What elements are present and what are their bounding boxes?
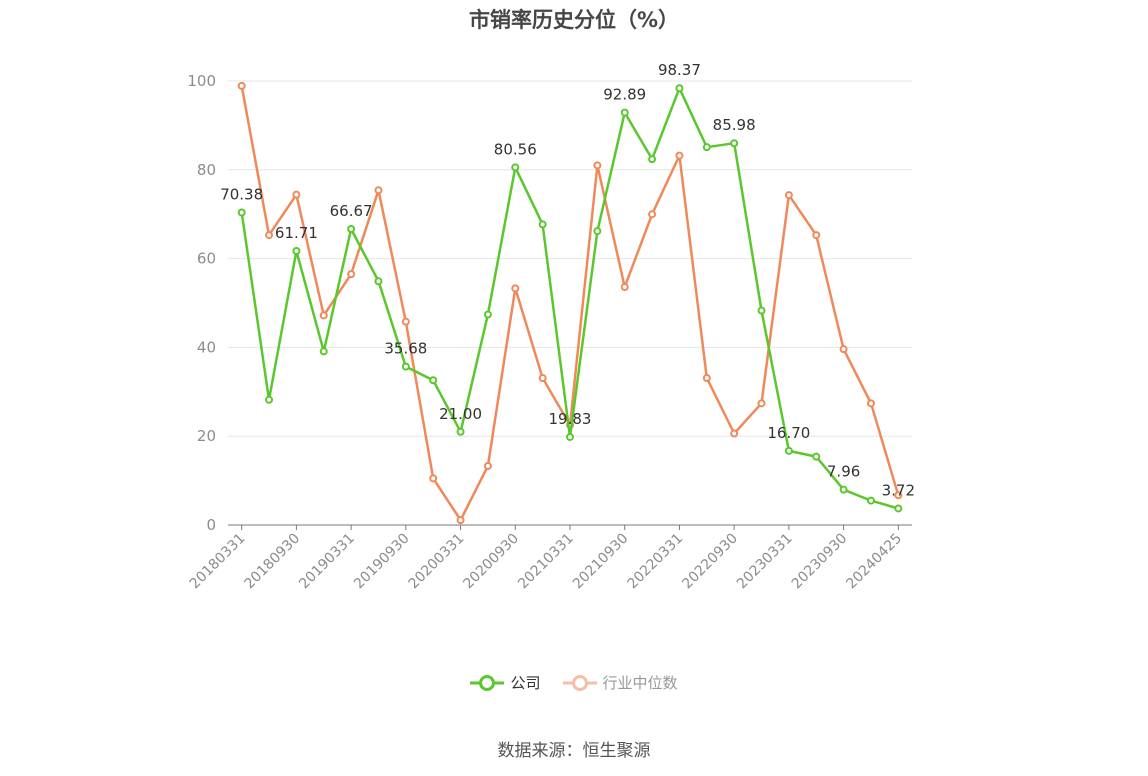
data-label: 80.56 xyxy=(494,140,537,158)
data-point-industry-median xyxy=(401,317,410,326)
data-label: 70.38 xyxy=(220,186,263,204)
data-point-company xyxy=(730,139,739,148)
legend-item-company[interactable]: 公司 xyxy=(470,672,541,693)
data-point-industry-median xyxy=(839,345,848,354)
y-tick-label: 80 xyxy=(197,161,216,179)
data-point-company xyxy=(237,208,246,217)
x-tick-label: 20200930 xyxy=(460,531,522,593)
x-tick-label: 20230930 xyxy=(789,531,851,593)
data-point-company xyxy=(456,427,465,436)
x-tick-label: 20180331 xyxy=(187,531,249,593)
data-label: 61.71 xyxy=(275,224,318,242)
legend-item-industry-median[interactable]: 行业中位数 xyxy=(562,672,678,693)
y-tick-label: 60 xyxy=(197,250,216,268)
y-tick-label: 40 xyxy=(197,338,216,356)
data-point-company xyxy=(784,446,793,455)
data-point-company xyxy=(401,362,410,371)
data-point-company xyxy=(702,143,711,152)
data-point-industry-median xyxy=(866,399,875,408)
data-label: 66.67 xyxy=(330,202,373,220)
data-label: 7.96 xyxy=(827,463,860,481)
series-line-company xyxy=(240,86,899,510)
data-point-industry-median xyxy=(702,374,711,383)
data-point-industry-median xyxy=(374,186,383,195)
data-point-company xyxy=(593,227,602,236)
data-source-note: 数据来源：恒生聚源 xyxy=(497,741,651,761)
data-label: 35.68 xyxy=(384,340,427,358)
x-tick-label: 20190331 xyxy=(296,531,358,593)
data-point-company xyxy=(675,84,684,93)
data-point-industry-median xyxy=(757,399,766,408)
data-point-industry-median xyxy=(538,374,547,383)
y-tick-label: 20 xyxy=(197,427,216,445)
chart-title: 市销率历史分位（%） xyxy=(468,8,680,32)
data-point-industry-median xyxy=(237,81,246,90)
data-point-industry-median xyxy=(429,474,438,483)
chart-legend: 公司 行业中位数 xyxy=(0,672,1148,693)
data-point-industry-median xyxy=(483,461,492,470)
data-point-company xyxy=(812,452,821,461)
x-tick-label: 20240425 xyxy=(843,531,905,593)
data-point-company xyxy=(347,224,356,233)
data-point-company xyxy=(894,504,903,513)
data-point-company xyxy=(566,432,574,441)
legend-label-company: 公司 xyxy=(510,674,541,692)
data-point-industry-median xyxy=(894,491,903,500)
data-point-industry-median xyxy=(648,210,657,219)
data-point-company xyxy=(538,220,547,229)
data-point-company xyxy=(483,310,492,319)
data-label: 85.98 xyxy=(713,116,756,134)
data-point-industry-median xyxy=(620,283,629,292)
x-tick-label: 20180930 xyxy=(242,531,304,593)
data-point-company xyxy=(757,306,766,315)
data-point-company xyxy=(429,376,438,385)
legend-label-industry-median: 行业中位数 xyxy=(602,674,678,692)
x-tick-label: 20190930 xyxy=(351,531,413,593)
data-point-industry-median xyxy=(675,151,684,160)
data-point-industry-median xyxy=(593,161,602,170)
data-point-industry-median xyxy=(319,311,328,320)
x-tick-label: 20210331 xyxy=(515,531,577,593)
data-label: 3.72 xyxy=(882,481,915,499)
data-label: 16.70 xyxy=(767,424,810,442)
data-point-industry-median xyxy=(292,190,301,199)
data-point-company xyxy=(265,395,274,404)
data-label: 19.83 xyxy=(549,410,592,428)
data-label: 21.00 xyxy=(439,405,482,423)
x-tick-label: 20210930 xyxy=(570,531,632,593)
data-point-company xyxy=(648,155,657,164)
data-point-industry-median xyxy=(784,191,793,200)
data-point-company xyxy=(292,247,301,256)
data-point-industry-median xyxy=(265,231,274,240)
series-line-industry-median xyxy=(240,85,900,522)
y-tick-label: 0 xyxy=(206,516,216,534)
data-point-industry-median xyxy=(347,270,356,279)
data-point-company xyxy=(620,108,629,117)
legend-industry-median-icon xyxy=(562,674,597,691)
data-label: 92.89 xyxy=(603,86,646,104)
legend-company-icon xyxy=(470,674,505,691)
data-point-industry-median xyxy=(730,429,739,438)
data-point-company xyxy=(319,347,328,356)
x-tick-label: 20220930 xyxy=(679,531,741,593)
x-tick-label: 20230331 xyxy=(734,531,796,593)
data-label: 98.37 xyxy=(658,61,701,79)
data-point-industry-median xyxy=(812,231,821,240)
data-point-company xyxy=(839,485,848,494)
y-tick-label: 100 xyxy=(187,72,216,90)
data-point-industry-median xyxy=(511,284,520,293)
x-tick-label: 20200331 xyxy=(406,531,468,593)
data-point-company xyxy=(374,277,383,286)
data-point-industry-median xyxy=(456,516,465,525)
x-tick-label: 20220331 xyxy=(625,531,687,593)
data-point-company xyxy=(511,163,520,172)
data-point-company xyxy=(866,496,875,505)
